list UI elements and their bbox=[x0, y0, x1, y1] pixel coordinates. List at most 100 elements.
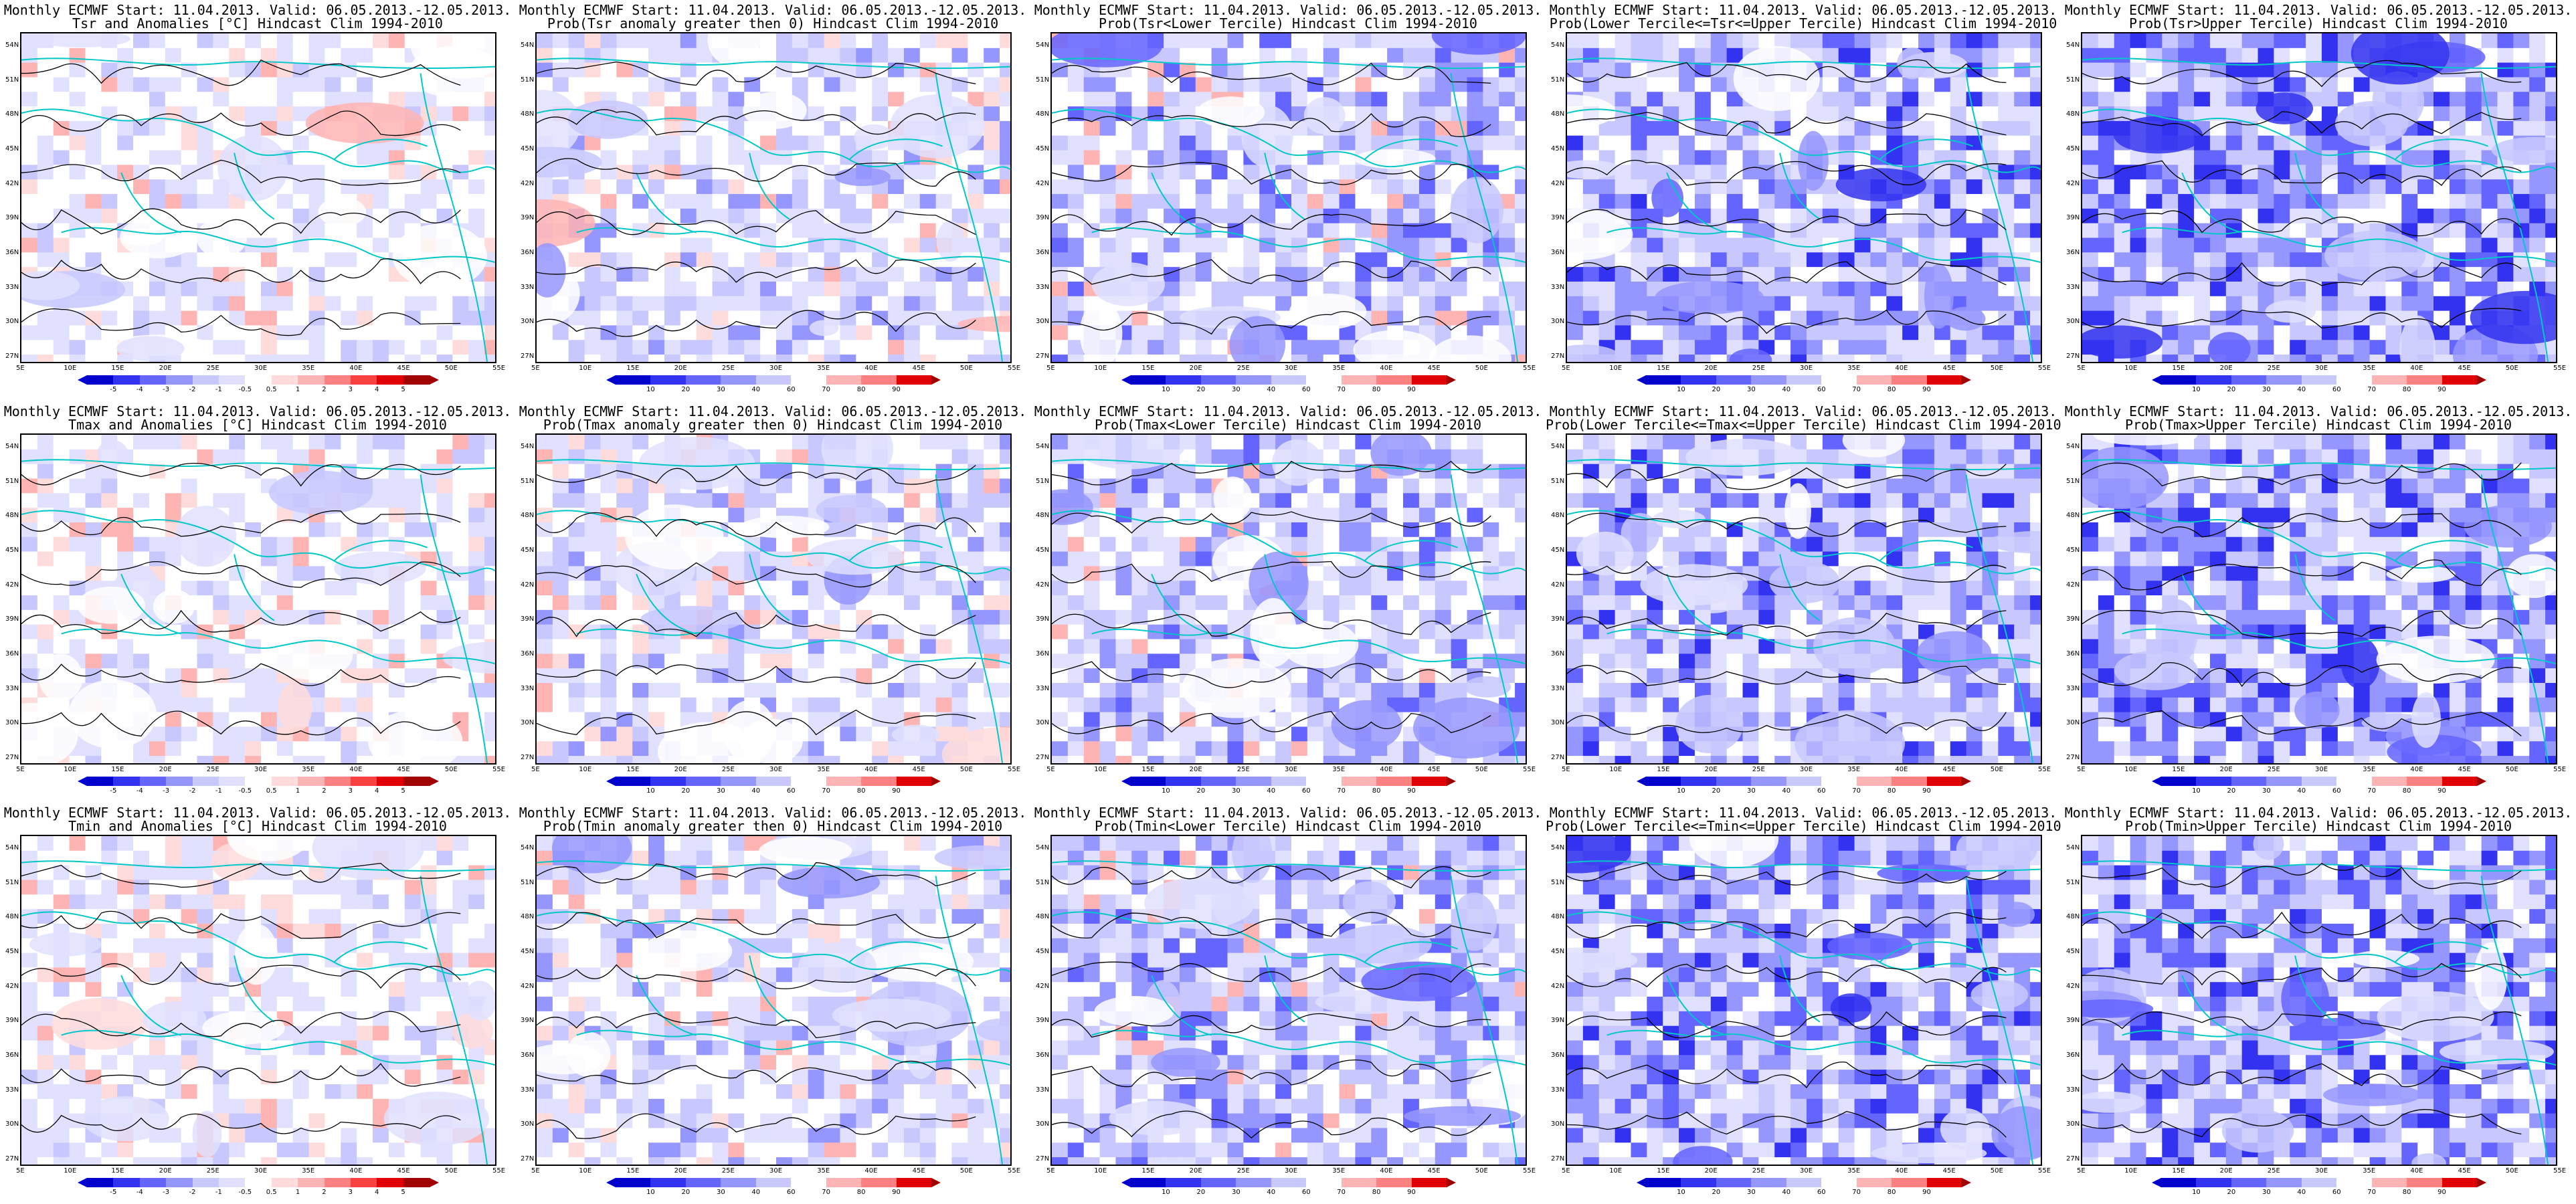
field-cell bbox=[1726, 194, 1744, 209]
field-cell bbox=[308, 756, 326, 763]
field-cell bbox=[21, 654, 38, 670]
field-cell bbox=[919, 566, 937, 582]
field-cell bbox=[325, 252, 342, 268]
field-cell bbox=[1467, 77, 1484, 93]
field-cell bbox=[888, 47, 905, 64]
field-cell bbox=[1435, 281, 1452, 297]
field-cell bbox=[2030, 237, 2041, 254]
field-cell bbox=[1822, 355, 1839, 362]
field-cell bbox=[760, 237, 777, 254]
field-cell bbox=[1355, 194, 1372, 209]
field-cell bbox=[1195, 267, 1212, 282]
field-cell bbox=[308, 566, 326, 582]
field-cell bbox=[21, 120, 38, 136]
field-cell bbox=[245, 237, 262, 254]
field-cell bbox=[420, 106, 438, 122]
field-cell bbox=[181, 493, 198, 509]
field-cell bbox=[2433, 135, 2450, 151]
field-cell bbox=[197, 252, 214, 268]
field-cell bbox=[1838, 340, 1855, 356]
field-cell bbox=[1582, 281, 1600, 297]
field-cell bbox=[2369, 296, 2387, 312]
field-cell bbox=[149, 682, 166, 698]
field-cell bbox=[664, 237, 681, 254]
field-cell bbox=[568, 92, 585, 108]
colorbar-swatch bbox=[192, 375, 219, 385]
field-cell bbox=[664, 150, 681, 166]
field-cell bbox=[181, 208, 198, 224]
field-cell bbox=[728, 581, 745, 597]
field-cell bbox=[2369, 281, 2387, 297]
field-cell bbox=[775, 296, 793, 312]
field-cell bbox=[388, 165, 405, 181]
field-cell bbox=[1631, 120, 1648, 136]
field-cell bbox=[1067, 310, 1085, 326]
field-cell bbox=[1418, 208, 1436, 224]
panel-title-line2: Tsr and Anomalies [°C] Hindcast Clim 199… bbox=[72, 15, 443, 31]
lat-tick-label: 51N bbox=[521, 76, 535, 84]
field-cell bbox=[1774, 281, 1792, 297]
field-cell bbox=[149, 92, 166, 108]
field-cell bbox=[69, 478, 86, 494]
field-blob bbox=[334, 551, 426, 585]
field-cell bbox=[133, 310, 150, 326]
field-cell bbox=[1710, 165, 1728, 181]
field-blob bbox=[1229, 316, 1286, 362]
field-cell bbox=[2385, 340, 2403, 356]
field-cell bbox=[1371, 92, 1388, 108]
field-cell bbox=[840, 296, 857, 312]
field-cell bbox=[165, 712, 182, 728]
field-cell bbox=[341, 179, 358, 195]
field-cell bbox=[1822, 194, 1839, 209]
field-cell bbox=[245, 639, 262, 655]
field-cell bbox=[2449, 281, 2466, 297]
field-cell bbox=[1886, 92, 1904, 108]
field-cell bbox=[2162, 252, 2179, 268]
field-cell bbox=[1387, 77, 1404, 93]
field-cell bbox=[1052, 223, 1069, 239]
field-cell bbox=[468, 194, 486, 209]
colorbar-swatch bbox=[1716, 375, 1752, 385]
field-cell bbox=[133, 92, 150, 108]
field-cell bbox=[1000, 223, 1010, 239]
field-cell bbox=[1886, 237, 1904, 254]
field-cell bbox=[600, 464, 618, 480]
field-cell bbox=[1774, 208, 1792, 224]
field-cell bbox=[373, 654, 389, 670]
field-cell bbox=[1211, 150, 1228, 166]
field-cell bbox=[149, 281, 166, 297]
field-cell bbox=[2030, 47, 2041, 64]
field-blob bbox=[442, 641, 495, 674]
field-cell bbox=[872, 609, 889, 625]
field-cell bbox=[1179, 77, 1196, 93]
field-cell bbox=[1164, 340, 1180, 356]
field-cell bbox=[968, 33, 985, 49]
field-cell bbox=[2306, 267, 2322, 282]
field-cell bbox=[1291, 237, 1308, 254]
field-cell bbox=[245, 33, 262, 49]
field-cell bbox=[484, 179, 495, 195]
forecast-panel: Monthly ECMWF Start: 11.04.2013. Valid: … bbox=[0, 0, 515, 401]
colorbar-swatch bbox=[87, 777, 114, 786]
field-cell bbox=[552, 62, 569, 78]
field-cell bbox=[2274, 150, 2291, 166]
field-cell bbox=[1000, 179, 1010, 195]
field-cell bbox=[213, 33, 230, 49]
colorbar-tick-label: 40 bbox=[1267, 386, 1276, 393]
field-cell bbox=[2194, 194, 2211, 209]
field-cell bbox=[537, 47, 553, 64]
lat-tick-label: 45N bbox=[5, 546, 19, 554]
lon-tick-label: 10E bbox=[64, 766, 77, 773]
field-cell bbox=[728, 551, 745, 567]
field-cell bbox=[1275, 165, 1292, 181]
field-cell bbox=[568, 624, 585, 640]
field-cell bbox=[984, 237, 1001, 254]
field-cell bbox=[1403, 179, 1420, 195]
colorbar-swatch bbox=[1892, 375, 1927, 385]
field-cell bbox=[1515, 252, 1526, 268]
field-cell bbox=[2353, 208, 2371, 224]
field-cell bbox=[1227, 252, 1245, 268]
field-cell bbox=[1000, 267, 1010, 282]
field-cell bbox=[1435, 77, 1452, 93]
field-cell bbox=[1567, 325, 1584, 341]
